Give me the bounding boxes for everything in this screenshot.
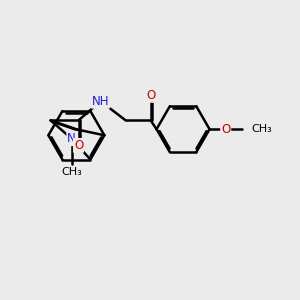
Text: CH₃: CH₃ — [61, 167, 82, 177]
Text: O: O — [74, 139, 83, 152]
Text: CH₃: CH₃ — [251, 124, 272, 134]
Text: O: O — [146, 89, 155, 102]
Text: N: N — [67, 132, 76, 145]
Text: O: O — [221, 123, 230, 136]
Text: NH: NH — [92, 95, 110, 108]
